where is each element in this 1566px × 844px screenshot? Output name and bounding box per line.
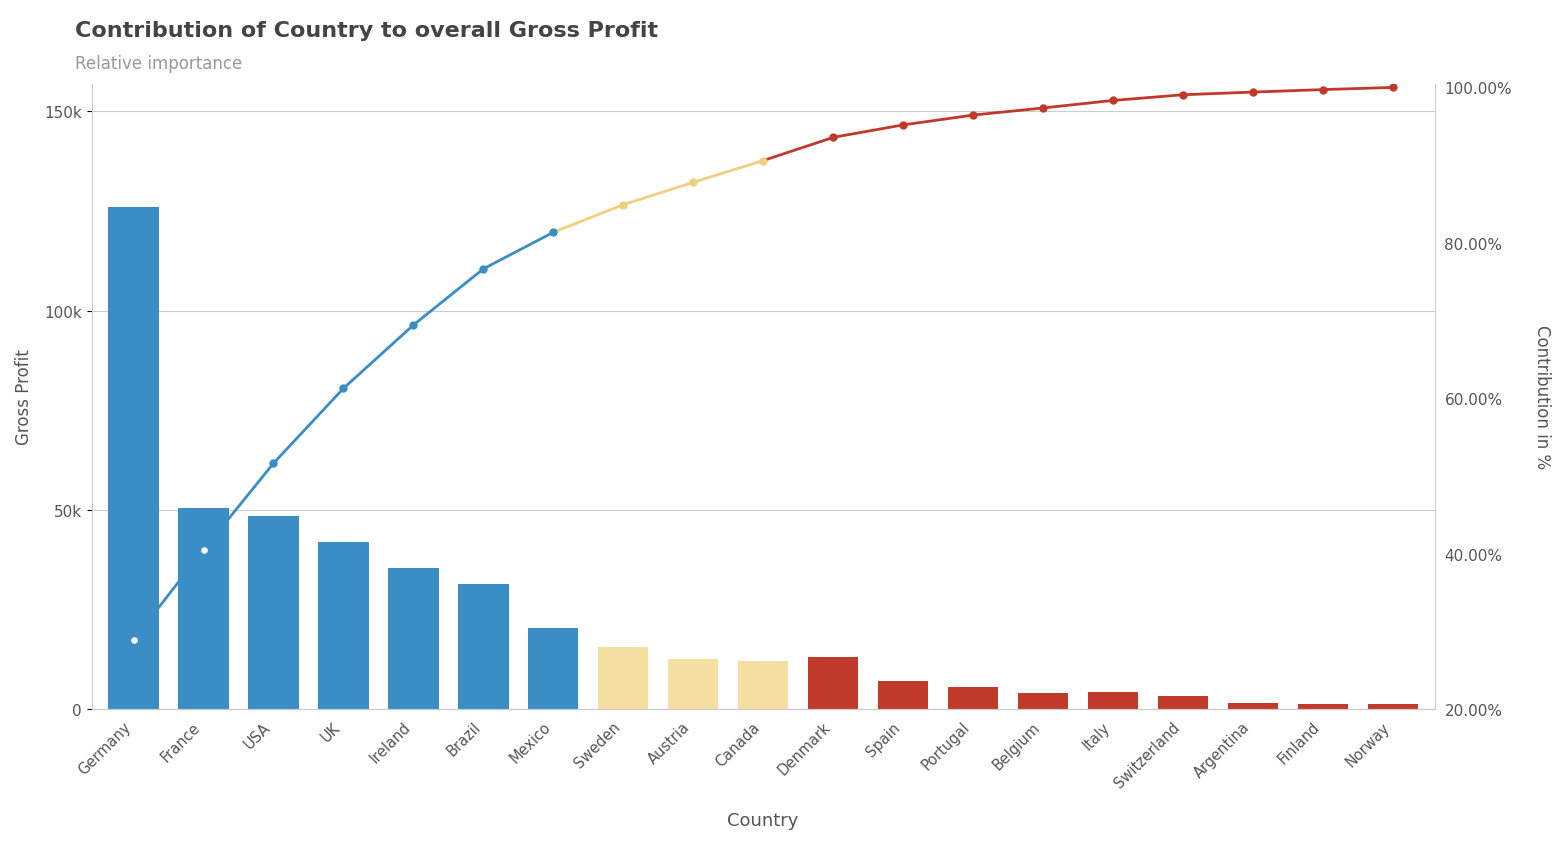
- Bar: [1367, 705, 1417, 709]
- Bar: [528, 628, 578, 709]
- Bar: [179, 508, 229, 709]
- Text: Contribution of Country to overall Gross Profit: Contribution of Country to overall Gross…: [75, 21, 658, 41]
- Bar: [808, 657, 858, 709]
- Bar: [459, 584, 509, 709]
- Bar: [879, 681, 929, 709]
- Bar: [318, 542, 368, 709]
- Bar: [1228, 703, 1278, 709]
- Y-axis label: Gross Profit: Gross Profit: [16, 349, 33, 445]
- Bar: [947, 688, 998, 709]
- Bar: [1157, 696, 1207, 709]
- Bar: [249, 517, 299, 709]
- Y-axis label: Contribution in %: Contribution in %: [1533, 325, 1550, 469]
- Bar: [1298, 704, 1348, 709]
- Bar: [598, 647, 648, 709]
- Text: Relative importance: Relative importance: [75, 55, 243, 73]
- Bar: [669, 660, 719, 709]
- Bar: [1088, 693, 1138, 709]
- Bar: [388, 568, 438, 709]
- X-axis label: Country: Country: [728, 811, 799, 829]
- Bar: [1018, 694, 1068, 709]
- Bar: [108, 208, 158, 709]
- Bar: [738, 661, 788, 709]
